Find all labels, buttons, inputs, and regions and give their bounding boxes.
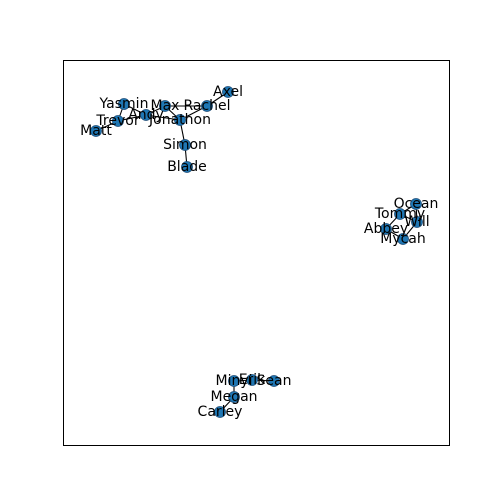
node-matt bbox=[90, 125, 102, 137]
node-sean bbox=[268, 375, 280, 387]
node-carley bbox=[214, 406, 226, 418]
node-jonathon bbox=[174, 114, 186, 126]
node-label-matt: Matt bbox=[80, 123, 112, 139]
node-label-ocean: Ocean bbox=[394, 196, 439, 212]
node-label-jonathon: Jonathon bbox=[148, 112, 211, 128]
node-label-erik: Erik bbox=[239, 372, 266, 388]
node-label-tommy: Tommy bbox=[374, 206, 425, 222]
node-trevor bbox=[112, 115, 124, 127]
node-label-minyi: Minyi bbox=[215, 373, 252, 389]
node-will bbox=[411, 216, 423, 228]
node-blade bbox=[181, 161, 193, 173]
node-label-sean: Sean bbox=[257, 373, 292, 389]
node-label-carley: Carley bbox=[198, 404, 243, 420]
node-label-axel: Axel bbox=[213, 84, 243, 100]
node-label-andy: Andy bbox=[128, 107, 164, 123]
node-label-simon: Simon bbox=[163, 137, 207, 153]
node-label-yasmin: Yasmin bbox=[99, 96, 149, 112]
node-minyi bbox=[228, 375, 240, 387]
node-tommy bbox=[394, 208, 406, 220]
node-rachel bbox=[201, 100, 213, 112]
node-label-megan: Megan bbox=[210, 389, 257, 405]
node-axel bbox=[222, 86, 234, 98]
node-megan bbox=[228, 391, 240, 403]
node-yasmin bbox=[118, 98, 130, 110]
node-label-will: Will bbox=[404, 214, 429, 230]
node-label-rachel: Rachel bbox=[183, 98, 230, 114]
node-ocean bbox=[410, 198, 422, 210]
node-label-blade: Blade bbox=[167, 159, 207, 175]
edges-layer bbox=[95, 91, 418, 413]
node-label-trevor: Trevor bbox=[95, 113, 139, 129]
node-erik bbox=[246, 374, 258, 386]
nodes-layer bbox=[90, 86, 423, 418]
node-mycah bbox=[397, 233, 409, 245]
node-max bbox=[159, 100, 171, 112]
node-label-max: Max bbox=[151, 98, 180, 114]
node-abbey bbox=[380, 223, 392, 235]
plot-frame bbox=[63, 60, 450, 446]
node-label-abbey: Abbey bbox=[364, 221, 408, 237]
node-simon bbox=[179, 139, 191, 151]
node-label-mycah: Mycah bbox=[380, 231, 426, 247]
node-andy bbox=[140, 109, 152, 121]
